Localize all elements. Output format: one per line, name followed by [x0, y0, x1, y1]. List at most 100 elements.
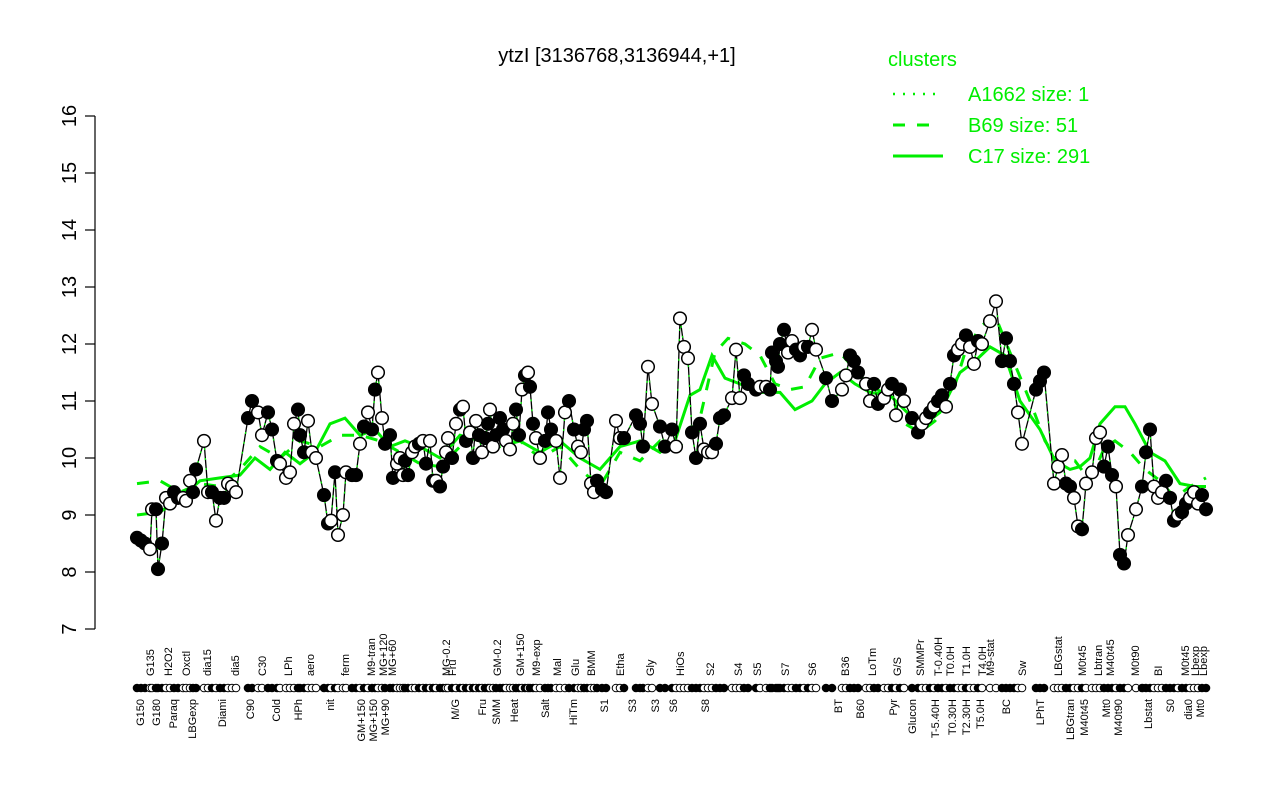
- data-point: [540, 405, 556, 420]
- y-axis: 7 8 9 10 11 12 13 14 15 16: [59, 105, 96, 635]
- data-point: [323, 513, 339, 528]
- data-point: [632, 416, 648, 431]
- rug-point: [1017, 683, 1027, 693]
- data-point: [286, 416, 302, 431]
- rug-point: [977, 683, 987, 693]
- y-tick-label: 14: [59, 219, 81, 241]
- x-label: B60: [855, 699, 867, 719]
- data-point: [1066, 490, 1082, 505]
- data-point: [364, 422, 380, 437]
- data-point: [374, 411, 390, 426]
- rug-point: [1039, 683, 1049, 693]
- y-tick-label: 13: [59, 276, 81, 298]
- data-point: [543, 422, 559, 437]
- data-point: [482, 402, 498, 417]
- data-point: [635, 439, 651, 454]
- x-label: HiTm: [568, 699, 580, 725]
- x-label: Paraq: [168, 699, 180, 728]
- data-point: [1050, 459, 1066, 474]
- x-label: ferm: [340, 654, 352, 676]
- data-point: [804, 322, 820, 337]
- y-tick-label: 8: [59, 566, 81, 577]
- data-point: [1116, 556, 1132, 571]
- data-point: [966, 356, 982, 371]
- data-point: [988, 294, 1004, 309]
- data-point: [561, 393, 577, 409]
- x-label: Mt0: [1101, 699, 1113, 717]
- x-label: Lbstat: [1143, 699, 1155, 729]
- data-point: [692, 416, 708, 431]
- x-label: LPh: [283, 656, 295, 676]
- data-point: [640, 359, 656, 374]
- x-label: BC: [1001, 699, 1013, 714]
- x-label: dia15: [202, 649, 214, 676]
- data-point: [708, 436, 724, 451]
- data-point: [182, 473, 198, 488]
- data-point: [448, 416, 464, 431]
- data-point: [664, 422, 680, 437]
- data-point: [505, 416, 521, 431]
- x-label: S2: [705, 663, 717, 676]
- x-label: Mt0: [1195, 699, 1207, 717]
- x-label: LBGexp: [187, 699, 199, 739]
- data-point: [142, 542, 158, 557]
- x-label: M/G: [450, 699, 462, 720]
- x-label: BI: [1153, 666, 1165, 676]
- data-point: [866, 376, 882, 391]
- x-label: G135: [145, 649, 157, 676]
- data-point: [1138, 445, 1154, 460]
- x-label: dia5: [230, 655, 242, 676]
- data-point: [432, 479, 448, 494]
- x-label: M9-stat: [985, 639, 997, 676]
- data-point: [716, 408, 732, 423]
- x-label: Glucon: [907, 699, 919, 734]
- x-label: M40t90: [1113, 699, 1125, 736]
- data-point: [480, 416, 496, 431]
- rug-point: [743, 683, 753, 693]
- data-point: [216, 490, 232, 505]
- legend-entry-a1662: A1662 size: 1: [968, 84, 1089, 106]
- x-label: Heat: [509, 699, 521, 722]
- legend-entry-b69: B69 size: 51: [968, 115, 1078, 137]
- data-point: [938, 399, 954, 414]
- x-label: GM-0.2: [492, 639, 504, 676]
- x-label: S7: [780, 663, 792, 676]
- x-label: Salt: [540, 699, 552, 718]
- data-point: [292, 428, 308, 443]
- rug-point: [231, 683, 241, 693]
- x-label: M40t45: [1079, 699, 1091, 736]
- x-label: Gly: [645, 659, 657, 676]
- data-point: [824, 393, 840, 409]
- data-point: [552, 470, 568, 485]
- data-point: [838, 368, 854, 383]
- x-label: nit: [325, 699, 337, 711]
- x-label: Lbtran: [1093, 645, 1105, 676]
- data-point: [468, 413, 484, 428]
- x-label: Etha: [615, 652, 627, 676]
- rug-point: [191, 683, 201, 693]
- data-point: [598, 485, 614, 500]
- rug-point: [601, 683, 611, 693]
- data-point: [684, 425, 700, 440]
- x-label: B36: [840, 656, 852, 676]
- x-label: S3: [627, 699, 639, 712]
- rug-point: [899, 683, 909, 693]
- data-point: [382, 428, 398, 443]
- y-tick-label: 12: [59, 333, 81, 355]
- y-tick-label: 11: [59, 391, 81, 412]
- x-label: T-5.40H: [930, 699, 942, 738]
- x-label: Cold: [271, 699, 283, 722]
- rug-point: [619, 683, 629, 693]
- data-point: [352, 436, 368, 451]
- x-label: LBGtran: [1065, 699, 1077, 740]
- x-label: LBGstat: [1053, 636, 1065, 676]
- x-label: Glu: [570, 659, 582, 676]
- data-point: [370, 365, 386, 380]
- x-label: S8: [700, 699, 712, 712]
- data-point: [196, 433, 212, 448]
- rug-point: [1123, 683, 1133, 693]
- x-label: M0t45: [1077, 645, 1089, 676]
- x-label: GM+150: [356, 699, 368, 742]
- data-point: [1036, 365, 1052, 380]
- data-point: [644, 396, 660, 411]
